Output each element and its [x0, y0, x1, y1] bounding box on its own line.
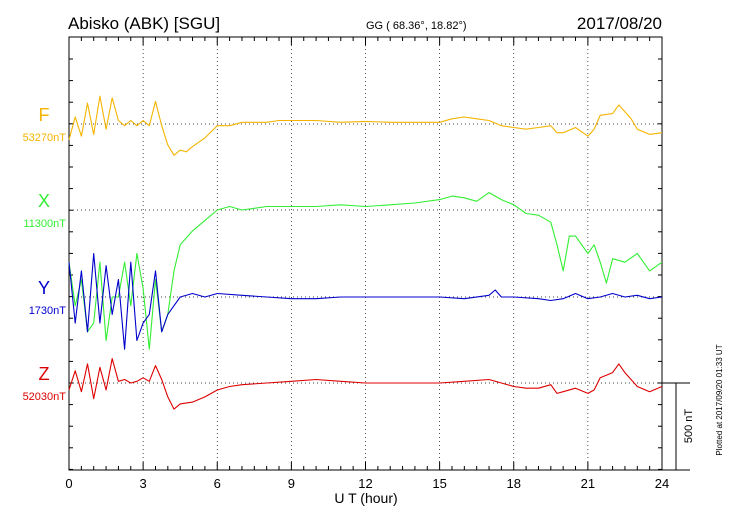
x-tick-label: 12 — [358, 476, 372, 491]
series-y-name: Y — [38, 278, 50, 298]
series-x-baseline: 11300nT — [23, 218, 66, 230]
station-title: Abisko (ABK) [SGU] — [68, 14, 220, 33]
date-label: 2017/08/20 — [577, 14, 662, 33]
series-z-name: Z — [39, 364, 50, 384]
scale-bar-label: 500 nT — [683, 409, 695, 444]
series-y-line — [68, 252, 663, 350]
x-axis-label: U T (hour) — [334, 490, 397, 506]
scale-bar: 500 nT — [662, 382, 695, 471]
series-z-baseline: 52030nT — [23, 391, 67, 403]
x-tick-label: 24 — [655, 476, 669, 491]
x-tick-label: 0 — [65, 476, 72, 491]
x-tick-label: 6 — [214, 476, 221, 491]
series-lines — [68, 95, 663, 410]
x-tick-label: 3 — [140, 476, 147, 491]
x-tick-label: 21 — [581, 476, 595, 491]
x-tick-label: 15 — [432, 476, 446, 491]
plotted-timestamp: Plotted at 2017/09/20 01:33 UT — [715, 344, 724, 455]
series-z-line — [68, 358, 663, 410]
grid — [69, 37, 662, 470]
series-x-line — [68, 192, 663, 350]
x-tick-label: 9 — [288, 476, 295, 491]
x-tick-label: 18 — [507, 476, 521, 491]
series-f-line — [68, 95, 663, 156]
series-labels: F 53270nT X 11300nT Y 1730nT Z 52030nT — [23, 105, 67, 403]
coordinates-label: GG ( 68.36°, 18.82°) — [366, 20, 467, 32]
series-y-baseline: 1730nT — [29, 305, 67, 317]
series-f-name: F — [39, 105, 50, 125]
series-x-name: X — [38, 191, 50, 211]
series-f-baseline: 53270nT — [23, 132, 67, 144]
